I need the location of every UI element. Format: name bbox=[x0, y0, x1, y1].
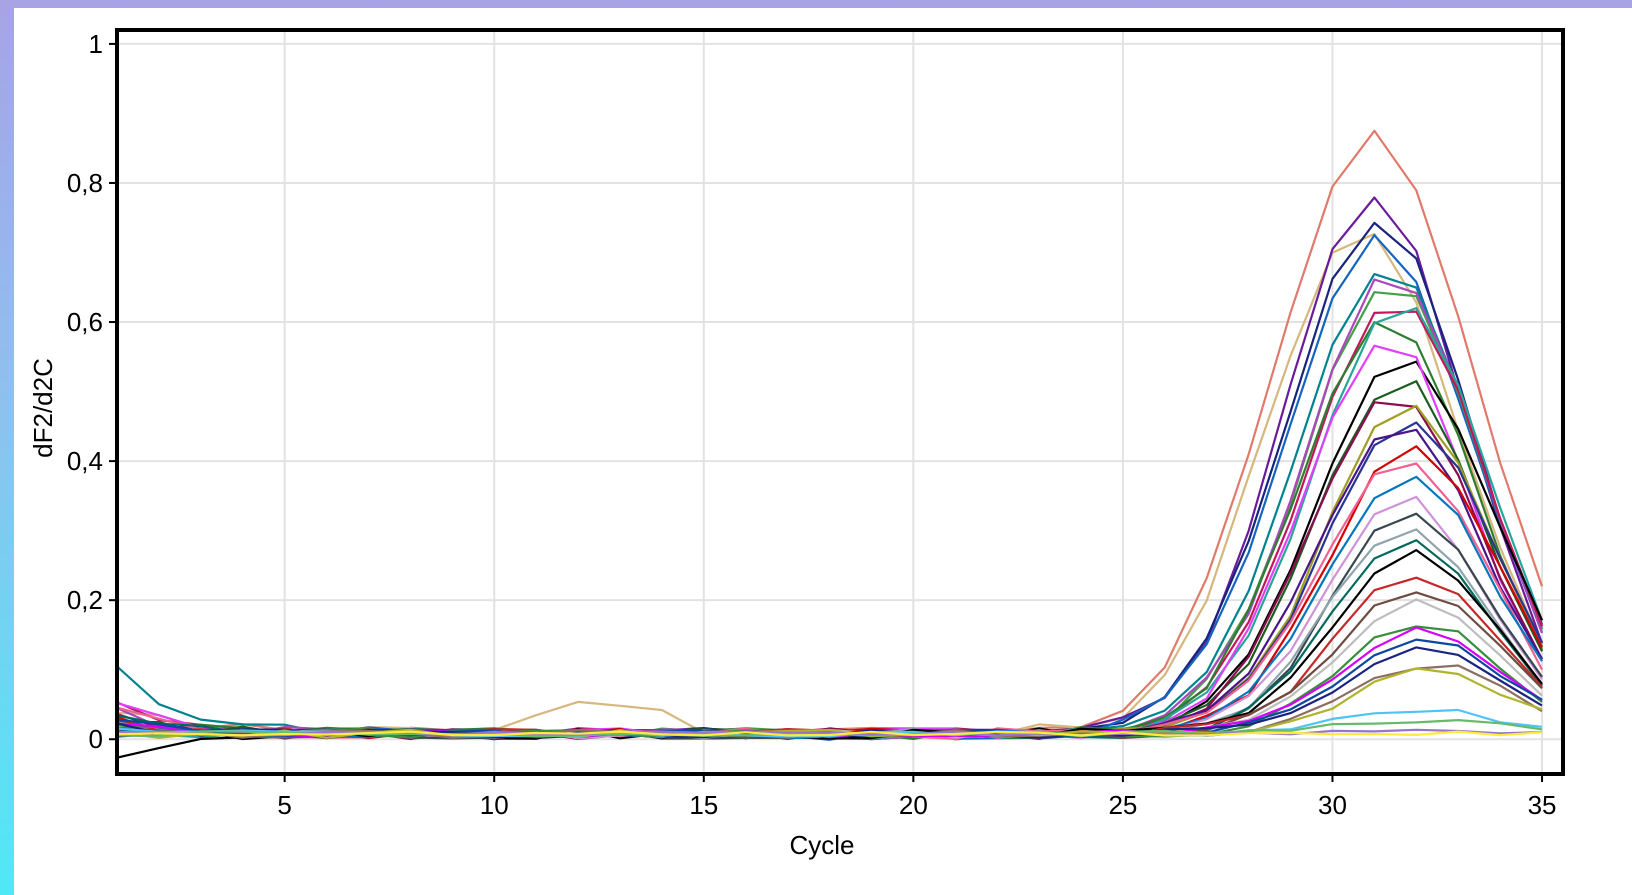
series-line-29 bbox=[116, 598, 1543, 739]
x-tick-label: 5 bbox=[277, 790, 291, 820]
y-tick-label: 0,2 bbox=[67, 585, 103, 615]
plot-frame bbox=[115, 28, 1565, 776]
y-tick-label: 0 bbox=[89, 724, 103, 754]
y-tick-label: 0,4 bbox=[67, 446, 103, 476]
series-line-39 bbox=[116, 730, 1543, 737]
x-tick-labels: 5 10 15 20 25 30 35 bbox=[277, 774, 1557, 820]
series-line-1 bbox=[116, 129, 1544, 741]
y-tick-labels: 0 0,2 0,4 0,6 0,8 1 bbox=[67, 29, 117, 754]
chart-panel: 5 10 15 20 25 30 35 0 0,2 0,4 0,6 0,8 1 Cycle dF2/d… bbox=[14, 8, 1632, 895]
y-axis-title: dF2/d2C bbox=[28, 358, 58, 458]
x-tick-label: 15 bbox=[689, 790, 718, 820]
series-line-4 bbox=[116, 221, 1544, 741]
series-layer bbox=[116, 129, 1544, 759]
y-tick-label: 0,8 bbox=[67, 168, 103, 198]
series-line-6 bbox=[116, 273, 1544, 740]
x-tick-label: 20 bbox=[899, 790, 928, 820]
x-tick-label: 30 bbox=[1318, 790, 1347, 820]
series-line-32 bbox=[116, 638, 1543, 739]
series-line-17 bbox=[116, 421, 1543, 740]
amplification-chart: 5 10 15 20 25 30 35 0 0,2 0,4 0,6 0,8 1 Cycle dF2/d… bbox=[28, 28, 1565, 860]
x-tick-label: 25 bbox=[1108, 790, 1137, 820]
x-axis-title: Cycle bbox=[789, 830, 854, 860]
series-line-14 bbox=[116, 380, 1543, 741]
grid-layer bbox=[117, 30, 1563, 774]
series-line-26 bbox=[116, 548, 1543, 759]
series-line-34 bbox=[116, 664, 1543, 739]
series-line-23 bbox=[116, 512, 1543, 740]
series-line-8 bbox=[116, 278, 1544, 741]
y-tick-label: 1 bbox=[89, 29, 103, 59]
series-line-21 bbox=[116, 475, 1543, 740]
x-tick-label: 10 bbox=[480, 790, 509, 820]
x-tick-label: 35 bbox=[1528, 790, 1557, 820]
y-tick-label: 0,6 bbox=[67, 307, 103, 337]
